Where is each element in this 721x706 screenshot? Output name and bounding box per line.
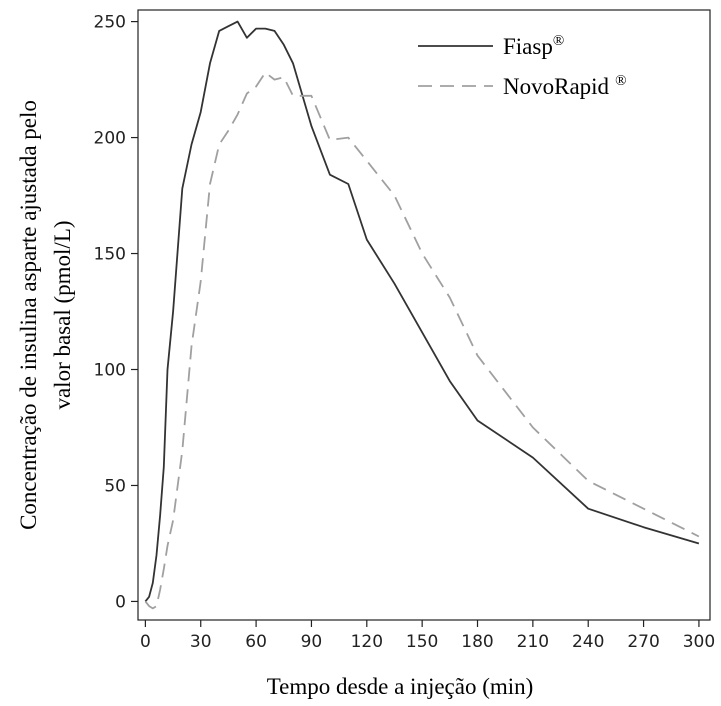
series-line-fiasp [144, 20, 700, 602]
x-tick-label: 180 [461, 632, 493, 652]
x-tick-label: 0 [140, 632, 151, 652]
y-axis-title-line1: Concentração de insulina asparte ajustad… [16, 100, 41, 530]
y-tick-label: 100 [94, 361, 126, 381]
y-tick-label: 50 [104, 476, 126, 496]
x-tick-label: 210 [517, 632, 549, 652]
x-tick-label: 150 [406, 632, 438, 652]
y-tick-label: 0 [115, 592, 126, 612]
legend-label-novorapid: NovoRapid ® [503, 73, 626, 99]
y-tick-label: 150 [94, 245, 126, 265]
x-tick-label: 60 [245, 632, 267, 652]
y-axis-ticks: 0 50 100 150 200 250 [94, 13, 138, 612]
series-layer [144, 20, 700, 610]
x-axis-title: Tempo desde a injeção (min) [267, 674, 534, 699]
x-tick-label: 240 [572, 632, 604, 652]
y-tick-label: 250 [94, 13, 126, 33]
plot-frame [137, 9, 711, 621]
x-tick-label: 300 [683, 632, 715, 652]
x-tick-label: 30 [190, 632, 212, 652]
x-axis-ticks: 0 30 60 90 120 150 180 210 240 270 300 [140, 620, 715, 652]
legend: Fiasp® NovoRapid ® [418, 33, 626, 99]
y-axis-title-line2: valor basal (pmol/L) [50, 220, 75, 409]
x-tick-label: 120 [351, 632, 383, 652]
y-tick-label: 200 [94, 129, 126, 149]
x-tick-label: 270 [627, 632, 659, 652]
legend-label-fiasp: Fiasp® [503, 33, 564, 59]
series-line-novorapid [144, 71, 700, 610]
x-tick-label: 90 [301, 632, 323, 652]
